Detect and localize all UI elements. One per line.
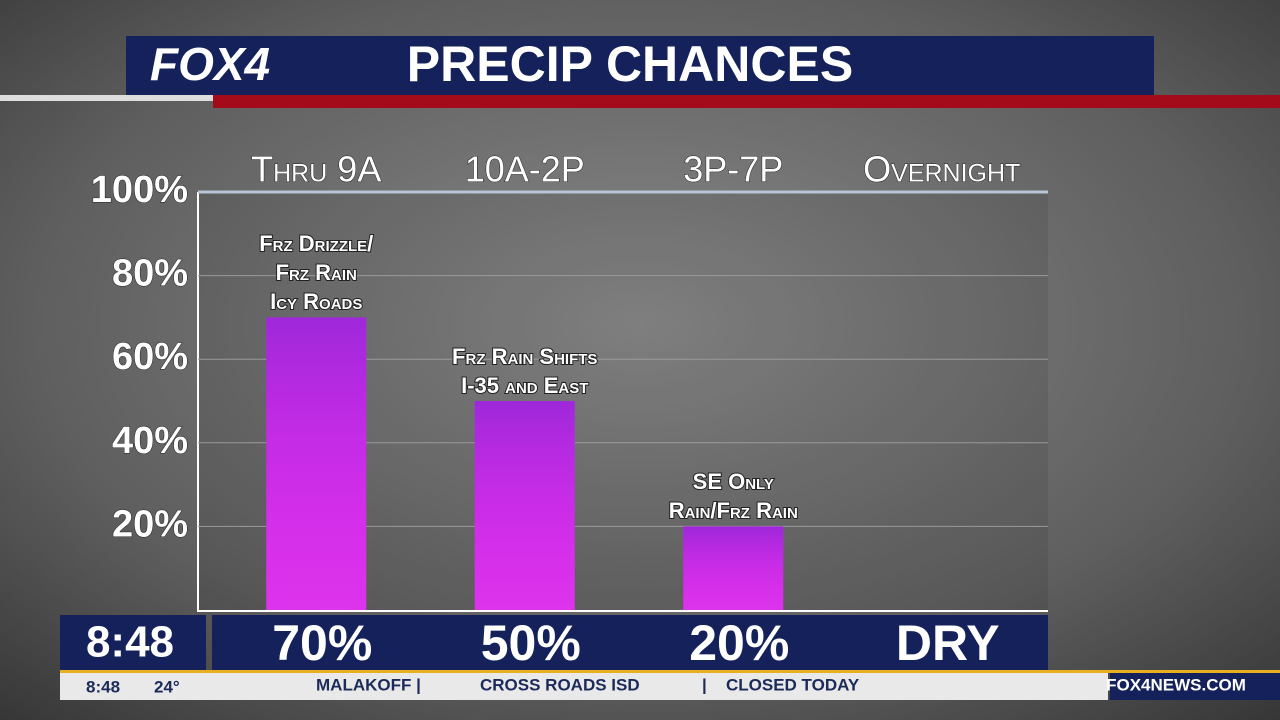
x-tick-label: 3P-7P [683, 149, 783, 190]
y-tick-label: 80% [112, 253, 188, 295]
ticker-item: MALAKOFF | [316, 675, 421, 694]
ticker-item: CROSS ROADS ISD [480, 675, 640, 694]
bar-annotation: Rain/Frz Rain [669, 498, 798, 523]
chart-title: PRECIP CHANCES [407, 36, 853, 92]
bar-annotation: I-35 and East [461, 373, 588, 398]
clock: 8:48 [86, 618, 174, 667]
values-bar [212, 615, 1048, 670]
x-tick-label: 10A-2P [465, 149, 585, 190]
header-stripe [0, 95, 213, 101]
value-label: 20% [689, 615, 789, 671]
bar-shade [683, 526, 784, 610]
x-tick-label: Overnight [863, 149, 1020, 190]
value-label: DRY [896, 615, 1000, 671]
bar-annotation: SE Only [693, 469, 774, 494]
website-box [1110, 673, 1280, 700]
website: FOX4NEWS.COM [1106, 675, 1246, 694]
y-tick-label: 60% [112, 336, 188, 378]
ticker-item: | [702, 675, 707, 694]
bar-shade [266, 317, 367, 610]
ticker-bar [60, 673, 1108, 700]
value-label: 70% [272, 615, 372, 671]
ticker-time: 8:48 [86, 677, 120, 696]
value-label: 50% [481, 615, 581, 671]
y-tick-label: 100% [91, 169, 188, 211]
x-tick-label: Thru 9A [251, 149, 381, 190]
bar-annotation: Frz Rain Shifts [452, 344, 597, 369]
ticker-item: CLOSED TODAY [726, 675, 860, 694]
header-bar [126, 36, 1154, 95]
accent-line [60, 670, 1280, 673]
y-tick-label: 20% [112, 503, 188, 545]
bar-shade [474, 401, 575, 610]
y-tick-label: 40% [112, 420, 188, 462]
clock-box [60, 615, 206, 672]
bar-annotation: Frz Rain [276, 260, 357, 285]
bar-annotation: Frz Drizzle/ [259, 231, 373, 256]
header-stripe [213, 95, 1280, 108]
temperature: 24° [154, 677, 180, 696]
logo: FOX4 [150, 38, 270, 90]
bar-annotation: Icy Roads [270, 289, 362, 314]
